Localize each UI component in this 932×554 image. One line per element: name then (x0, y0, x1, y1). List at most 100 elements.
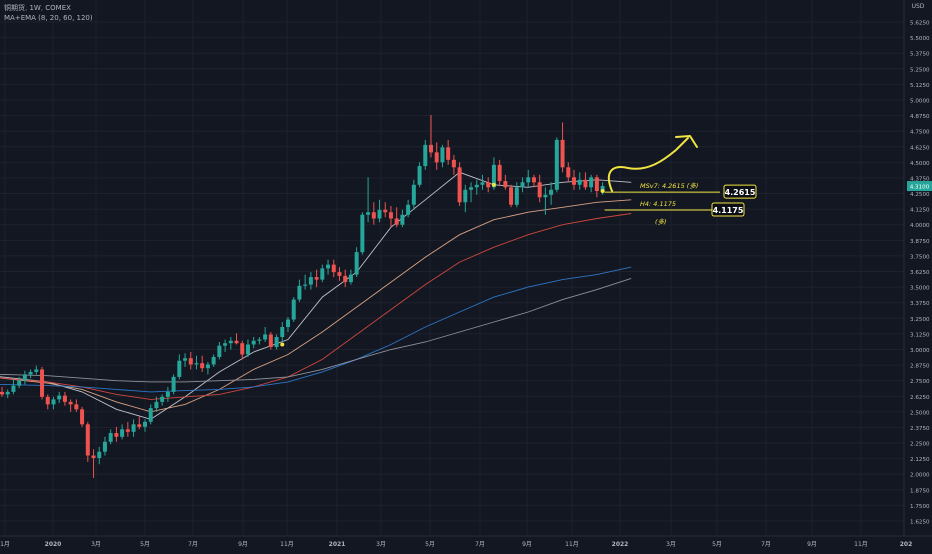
candle[interactable] (234, 340, 239, 344)
candle[interactable] (286, 319, 290, 328)
candle[interactable] (314, 277, 319, 280)
candle[interactable] (457, 167, 462, 203)
candle[interactable] (440, 147, 445, 163)
level-badge[interactable] (723, 184, 757, 199)
candle[interactable] (62, 395, 67, 402)
candle[interactable] (194, 363, 199, 365)
candle[interactable] (366, 212, 371, 215)
candle[interactable] (491, 164, 496, 188)
current-price-badge[interactable] (907, 181, 932, 192)
candle[interactable] (406, 204, 411, 215)
candle[interactable] (520, 182, 525, 188)
candle[interactable] (474, 184, 479, 188)
candle[interactable] (223, 343, 228, 346)
candle[interactable] (211, 356, 216, 365)
candle[interactable] (589, 177, 594, 188)
candle[interactable] (509, 187, 514, 205)
candle[interactable] (165, 391, 170, 397)
candle[interactable] (108, 433, 113, 442)
candle[interactable] (0, 391, 4, 395)
candle[interactable] (583, 179, 588, 188)
candle[interactable] (326, 264, 331, 269)
candle[interactable] (503, 181, 508, 188)
candle[interactable] (68, 401, 73, 405)
candle[interactable] (480, 182, 485, 185)
candle[interactable] (411, 184, 416, 205)
price-axis[interactable] (904, 0, 932, 550)
candle[interactable] (28, 371, 33, 375)
candle[interactable] (549, 189, 554, 195)
candle[interactable] (371, 212, 376, 219)
candle[interactable] (183, 358, 188, 361)
candle[interactable] (205, 364, 210, 369)
candle[interactable] (245, 344, 250, 355)
candle[interactable] (274, 336, 279, 347)
candle[interactable] (40, 369, 45, 397)
candle[interactable] (131, 424, 136, 432)
candle[interactable] (417, 166, 422, 185)
candle[interactable] (360, 214, 365, 253)
candle[interactable] (45, 396, 50, 405)
candle[interactable] (423, 144, 428, 167)
symbol-name[interactable]: 铜期货 (4, 4, 25, 12)
candle[interactable] (280, 327, 285, 337)
candle[interactable] (51, 399, 56, 405)
candle[interactable] (200, 363, 205, 369)
candle[interactable] (383, 209, 388, 213)
candle[interactable] (594, 177, 599, 192)
candle[interactable] (85, 424, 90, 456)
candle[interactable] (531, 177, 536, 183)
indicator-legend[interactable]: MA+EMA (8, 20, 60, 120) (4, 13, 93, 23)
level-badge[interactable] (711, 202, 745, 217)
candle[interactable] (554, 139, 559, 190)
candle[interactable] (400, 214, 405, 225)
candle[interactable] (354, 252, 359, 275)
candle[interactable] (543, 194, 548, 198)
candle[interactable] (486, 182, 491, 188)
candle[interactable] (57, 395, 62, 400)
candle[interactable] (228, 340, 233, 344)
candle[interactable] (343, 275, 348, 283)
candle[interactable] (394, 218, 399, 225)
candle[interactable] (303, 284, 308, 286)
projection-arrow[interactable] (607, 137, 689, 192)
candle[interactable] (97, 451, 102, 459)
candle[interactable] (154, 401, 159, 409)
candle[interactable] (148, 408, 153, 422)
candle[interactable] (22, 374, 27, 381)
candle[interactable] (188, 358, 193, 365)
candle[interactable] (263, 334, 268, 340)
candle[interactable] (497, 164, 502, 182)
candle[interactable] (171, 376, 176, 392)
candle[interactable] (251, 340, 256, 345)
candle[interactable] (240, 343, 245, 355)
candle[interactable] (217, 345, 222, 357)
candle[interactable] (91, 455, 96, 459)
candle[interactable] (80, 409, 85, 425)
interval-label[interactable]: 1W (29, 4, 41, 12)
candle[interactable] (600, 186, 605, 192)
candle[interactable] (34, 369, 39, 372)
candle[interactable] (331, 264, 336, 273)
candle[interactable] (308, 277, 313, 285)
candle[interactable] (257, 339, 262, 341)
candle[interactable] (560, 139, 565, 168)
candle[interactable] (268, 334, 273, 347)
candle[interactable] (297, 285, 302, 300)
candle[interactable] (5, 391, 10, 395)
candle[interactable] (320, 268, 325, 280)
candle[interactable] (388, 212, 393, 219)
candle[interactable] (526, 177, 531, 183)
candle[interactable] (160, 396, 165, 402)
candle[interactable] (537, 182, 542, 198)
candle[interactable] (434, 152, 439, 163)
candle[interactable] (17, 380, 22, 386)
candle[interactable] (143, 421, 147, 427)
candle[interactable] (120, 429, 125, 437)
candle[interactable] (572, 177, 576, 185)
candle[interactable] (469, 187, 474, 190)
candle[interactable] (377, 209, 382, 219)
candle[interactable] (514, 187, 519, 205)
candle[interactable] (102, 441, 107, 452)
